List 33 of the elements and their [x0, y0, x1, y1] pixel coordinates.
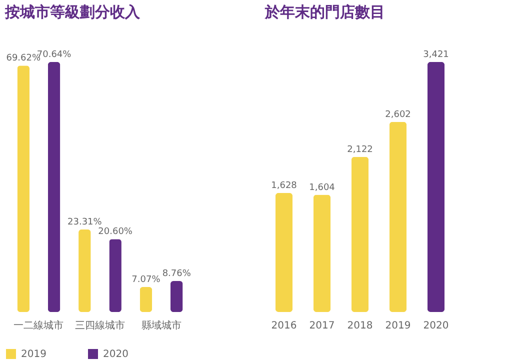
data-label: 2,602: [385, 110, 411, 120]
data-label: 20.60%: [98, 227, 133, 238]
data-label: 3,421: [423, 50, 449, 60]
x-tick-label: 2018: [347, 320, 373, 332]
legend-label: 2020: [103, 349, 128, 360]
bar: [313, 194, 331, 312]
chart-title: 按城市等級劃分收入: [4, 3, 141, 21]
x-tick-label: 縣域城市: [141, 320, 182, 332]
x-tick-label: 一二線城市: [14, 320, 64, 332]
x-tick-label: 2020: [423, 320, 449, 332]
bar: [427, 62, 445, 312]
data-label: 69.62%: [6, 54, 41, 64]
data-label: 1,628: [271, 181, 298, 192]
x-tick-label: 2017: [309, 320, 335, 332]
data-label: 1,604: [309, 182, 336, 193]
data-label: 7.07%: [132, 274, 161, 285]
bar: [351, 156, 369, 312]
bar: [78, 230, 91, 312]
bar: [48, 62, 60, 312]
x-tick-label: 三四線城市: [75, 320, 125, 332]
bar: [275, 193, 293, 312]
bar: [170, 281, 183, 312]
bar: [109, 239, 122, 312]
bar: [17, 66, 30, 312]
data-label: 2,122: [347, 144, 373, 155]
legend-label: 2019: [21, 349, 46, 360]
x-tick-label: 2019: [385, 320, 411, 332]
data-label: 8.76%: [162, 269, 192, 279]
bar: [140, 286, 152, 312]
x-tick-label: 2016: [271, 320, 297, 332]
data-label: 23.31%: [68, 218, 102, 228]
bar: [389, 122, 407, 312]
chart-title: 於年末的門店數目: [264, 3, 385, 21]
